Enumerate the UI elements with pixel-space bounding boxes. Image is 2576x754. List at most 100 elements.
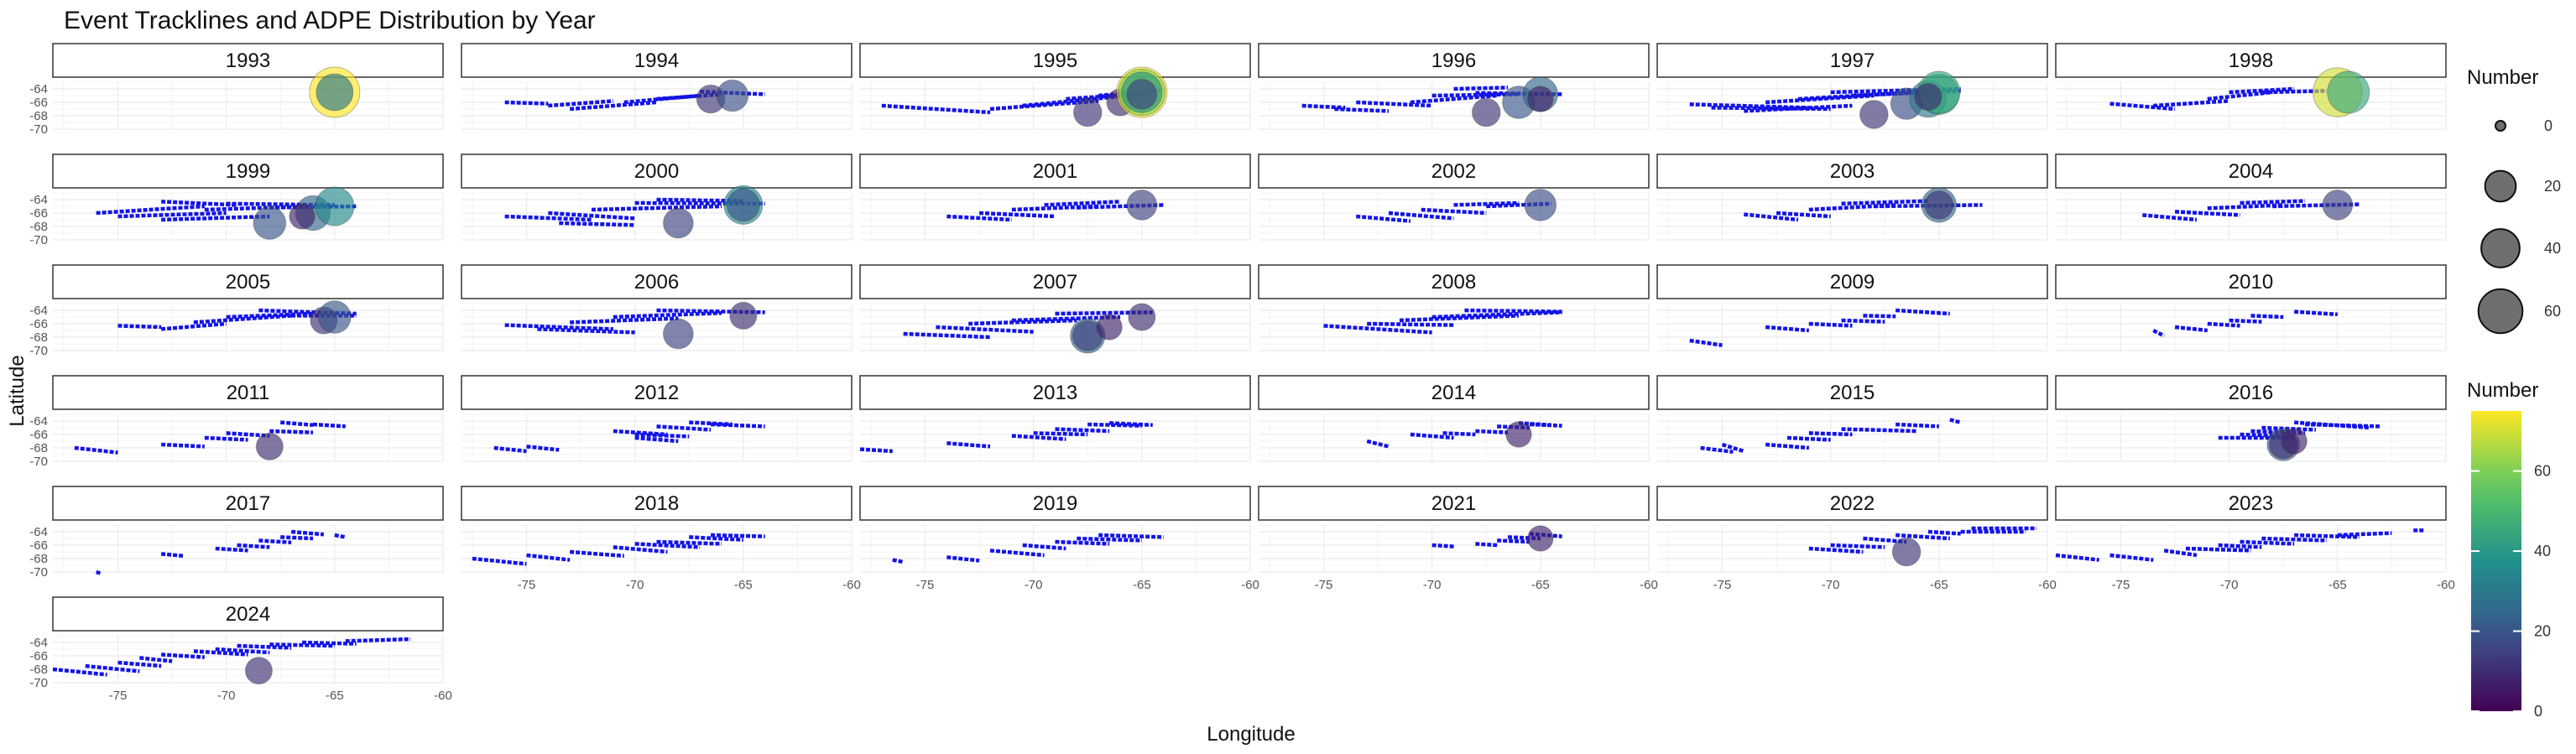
facet-strip-label: 2000 [634, 160, 679, 183]
trackline [1464, 308, 1562, 314]
trackline [526, 553, 571, 562]
trackline [1808, 321, 1853, 328]
trackline [1431, 310, 1562, 320]
trackline [1431, 543, 1454, 549]
x-tick-label: -75 [1713, 578, 1732, 592]
facet-strip-label: 2004 [2229, 160, 2273, 183]
trackline [161, 200, 237, 207]
trackline [2229, 318, 2262, 324]
trackline [1518, 421, 1551, 428]
chart-title: Event Tracklines and ADPE Distribution b… [64, 7, 596, 34]
trackline [193, 649, 248, 657]
facet-strip-label: 2008 [1431, 271, 1476, 294]
adpe-point [1471, 97, 1501, 127]
facet-strip [1656, 153, 2048, 189]
size-legend-key [2480, 228, 2521, 268]
trackline [591, 204, 722, 212]
trackline [117, 660, 162, 668]
trackline [1841, 199, 1928, 206]
y-tick-label: -70 [29, 455, 48, 469]
trackline [1098, 533, 1164, 539]
facet-strip-label: 2015 [1830, 382, 1875, 404]
trackline [1421, 207, 1487, 216]
trackline [1055, 427, 1110, 434]
trackline [117, 211, 227, 219]
trackline [1323, 324, 1432, 335]
adpe-point [2281, 428, 2307, 455]
trackline [1841, 427, 1918, 434]
facet-panel-2008: 2008 [1258, 264, 1650, 351]
trackline [710, 422, 765, 429]
trackline [1366, 439, 1390, 449]
facet-strip [52, 596, 444, 632]
trackline [2109, 101, 2176, 112]
adpe-point [244, 657, 273, 685]
facet-panel-2000: 2000 [461, 153, 853, 241]
y-tick-label: -68 [29, 663, 48, 677]
facet-strip [52, 375, 444, 410]
size-legend-label: 60 [2544, 303, 2561, 320]
x-tick-label: -75 [916, 578, 935, 592]
x-axis-title: Longitude [1207, 723, 1295, 746]
y-tick-label: -70 [29, 676, 48, 690]
x-tick-label: -70 [1025, 578, 1043, 592]
trackline [2174, 325, 2208, 333]
trackline [613, 545, 668, 554]
trackline [161, 653, 205, 659]
trackline [569, 549, 624, 559]
facet-strip [1656, 486, 2048, 521]
y-tick-label: -66 [29, 649, 48, 663]
facet-panel-2010: 2010 [2055, 264, 2447, 351]
y-tick-label: -68 [29, 330, 48, 345]
trackline [892, 558, 905, 564]
trackline [96, 204, 205, 216]
adpe-point [2327, 70, 2370, 114]
adpe-point [662, 318, 694, 350]
facet-strip [859, 486, 1251, 521]
facet-panel-2023: 2023 -75 -70 -65 -60 [2055, 486, 2455, 592]
facet-panel-2016: 2016 [2055, 375, 2447, 462]
trackline [2174, 210, 2240, 217]
trackline [1108, 421, 1153, 428]
adpe-point [315, 73, 354, 112]
trackline [312, 422, 346, 429]
trackline [2152, 328, 2166, 338]
facet-strip [52, 153, 444, 189]
facet-panel-1997: 1997 [1656, 43, 2048, 130]
trackline [2163, 549, 2198, 558]
trackline [2153, 99, 2229, 108]
trackline [968, 318, 1077, 326]
x-tick-label: -70 [217, 689, 236, 703]
facet-strip-label: 2017 [226, 492, 270, 515]
trackline [1529, 532, 1562, 538]
x-tick-label: -75 [109, 689, 128, 703]
facet-strip-label: 1995 [1033, 49, 1077, 72]
facet-panel-1995: 1995 [859, 43, 1251, 130]
trackline [1765, 442, 1810, 450]
facet-strip-label: 2002 [1431, 160, 1476, 183]
adpe-point [1524, 189, 1557, 221]
facet-strip-label: 1996 [1431, 49, 1476, 72]
y-tick-label: -66 [29, 317, 48, 331]
x-tick-label: -65 [1133, 578, 1151, 592]
x-tick-label: -75 [1315, 578, 1333, 592]
y-tick-label: -70 [29, 122, 48, 137]
facet-panel-2004: 2004 [2055, 153, 2447, 241]
adpe-point [1126, 190, 1158, 221]
trackline [989, 549, 1045, 558]
trackline [1808, 431, 1853, 437]
trackline [1044, 200, 1121, 207]
adpe-point [726, 188, 760, 222]
adpe-point [1505, 421, 1532, 448]
facet-strip [1258, 264, 1650, 299]
trackline [1744, 103, 1853, 113]
facet-panel-2015: 2015 [1656, 375, 2048, 462]
trackline [1011, 434, 1066, 441]
facet-strip [1258, 486, 1650, 521]
facet-strip-label: 2022 [1830, 492, 1875, 515]
trackline [1808, 546, 1864, 554]
trackline [1895, 308, 1950, 316]
x-tick-label: -65 [2328, 578, 2347, 592]
size-legend-title: Number [2467, 66, 2538, 89]
